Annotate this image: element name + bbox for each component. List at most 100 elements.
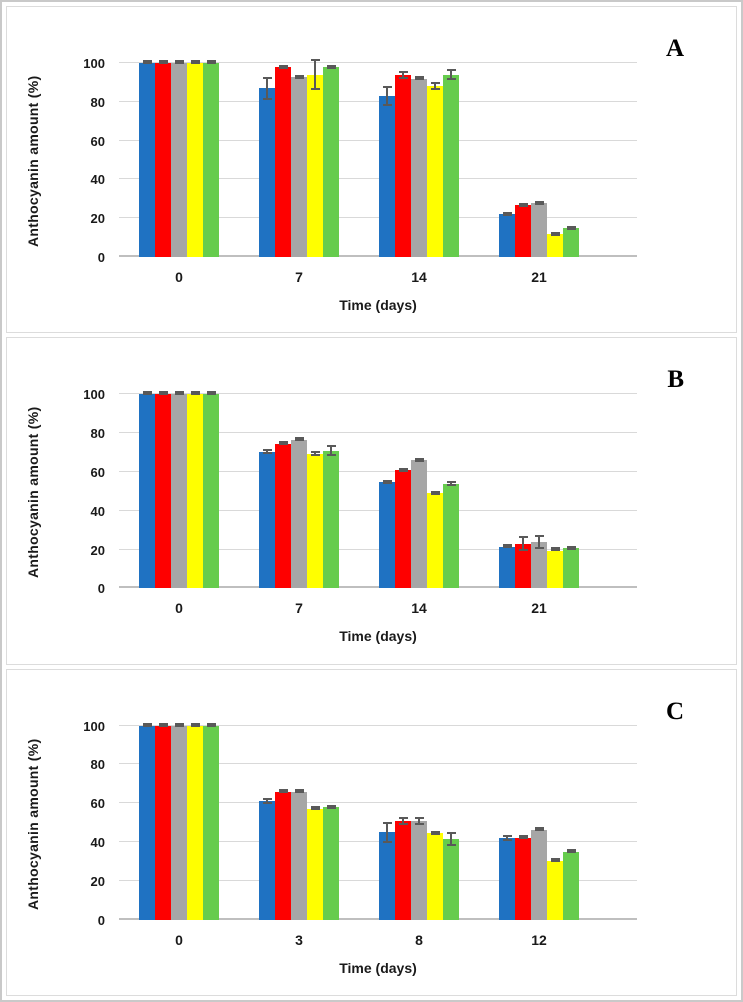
x-axis-title: Time (days) (339, 959, 417, 976)
bar-group: 7 (259, 394, 339, 616)
error-bar (430, 82, 440, 91)
bar-green (563, 227, 579, 257)
y-axis-title: Anthocyanin amount (%) (25, 75, 41, 247)
bar-blue (139, 63, 155, 257)
error-bar (446, 832, 456, 846)
error-bar (518, 535, 528, 552)
y-tick-label: 100 (83, 387, 105, 403)
bar-slot (411, 63, 427, 257)
error-bar (566, 848, 576, 853)
bar-slot (139, 59, 155, 257)
bar-gray (531, 830, 547, 920)
error-bar (534, 827, 544, 832)
bar-slot (139, 722, 155, 920)
bar-red (155, 725, 171, 920)
error-bar (398, 816, 408, 825)
y-tick-label: 60 (90, 796, 105, 812)
gridline (119, 586, 637, 589)
bar-slot (427, 726, 443, 920)
error-bar (310, 450, 320, 457)
gridline (119, 217, 637, 219)
error-bar (278, 440, 288, 445)
bar-group: 8 (379, 726, 459, 948)
bar-gray (171, 63, 187, 257)
error-bar (174, 722, 184, 727)
bar-slot (259, 726, 275, 920)
bar-yellow (187, 63, 203, 257)
bar-group: 3 (259, 726, 339, 948)
gridline (119, 724, 637, 726)
error-bar-line (314, 61, 316, 89)
error-bar (550, 231, 560, 236)
error-bar (550, 858, 560, 863)
bar-slot (563, 394, 579, 589)
error-bar (534, 200, 544, 205)
bar-slot (187, 391, 203, 589)
error-bar (262, 798, 272, 805)
bar-green (443, 839, 459, 920)
error-bar (158, 59, 168, 64)
bar-slot (395, 63, 411, 257)
y-tick-label: 80 (90, 757, 105, 773)
y-axis-title: Anthocyanin amount (%) (25, 737, 41, 910)
x-tick-label: 7 (295, 600, 303, 617)
error-bar (158, 722, 168, 727)
gridline (119, 393, 637, 395)
bar-slot (307, 394, 323, 589)
y-tick-label: 100 (83, 718, 105, 734)
bar-red (515, 543, 531, 589)
error-bar (566, 545, 576, 550)
gridline (119, 100, 637, 102)
bar-gray (171, 725, 187, 920)
error-bar (174, 59, 184, 64)
error-bar-line (418, 818, 420, 823)
bar-red (395, 470, 411, 589)
bar-red (275, 791, 291, 920)
error-bar (382, 479, 392, 484)
y-tick-label: 40 (90, 835, 105, 851)
bar-red (395, 74, 411, 257)
bar-slot (307, 726, 323, 920)
gridline (119, 509, 637, 511)
bar-slot (531, 726, 547, 920)
bar-slot (139, 391, 155, 589)
x-axis-title: Time (days) (339, 297, 417, 313)
error-bar (502, 543, 512, 548)
x-tick-label: 14 (411, 269, 427, 285)
bar-yellow (427, 833, 443, 920)
bar-slot (443, 726, 459, 920)
bar-group: 0 (139, 59, 219, 285)
bar-blue (499, 214, 515, 257)
error-bar (414, 816, 424, 825)
bar-slot (171, 391, 187, 589)
bar-green (203, 394, 219, 589)
bar-yellow (307, 809, 323, 920)
bar-blue (379, 95, 395, 257)
error-bar (382, 86, 392, 106)
gridline (119, 255, 637, 257)
gridline (119, 432, 637, 434)
x-tick-label: 21 (531, 600, 547, 617)
gridline (119, 139, 637, 141)
chart-panel-c: C Anthocyanin amount (%) 0 20 40 60 80 100 0 3 8… (6, 668, 737, 996)
bar-slot (411, 394, 427, 589)
y-tick-label: 40 (90, 172, 105, 188)
error-bar (534, 534, 544, 549)
x-tick-label: 21 (531, 269, 547, 285)
bar-yellow (547, 860, 563, 920)
gridline (119, 841, 637, 843)
bar-slot (443, 63, 459, 257)
bar-gray (411, 78, 427, 257)
error-bar (566, 225, 576, 230)
bar-slot (187, 722, 203, 920)
bar-slot (203, 722, 219, 920)
error-bar (278, 788, 288, 793)
bar-slot (275, 394, 291, 589)
y-tick-label: 0 (97, 581, 105, 597)
gridline (119, 917, 637, 920)
chart-panel-a: A Anthocyanin amount (%) 0 20 40 60 80 100 0 7 1… (6, 6, 737, 334)
error-bar-line (450, 70, 452, 79)
y-tick-label: 20 (90, 211, 105, 227)
error-bar-line (434, 84, 436, 89)
y-tick-label: 60 (90, 464, 105, 480)
